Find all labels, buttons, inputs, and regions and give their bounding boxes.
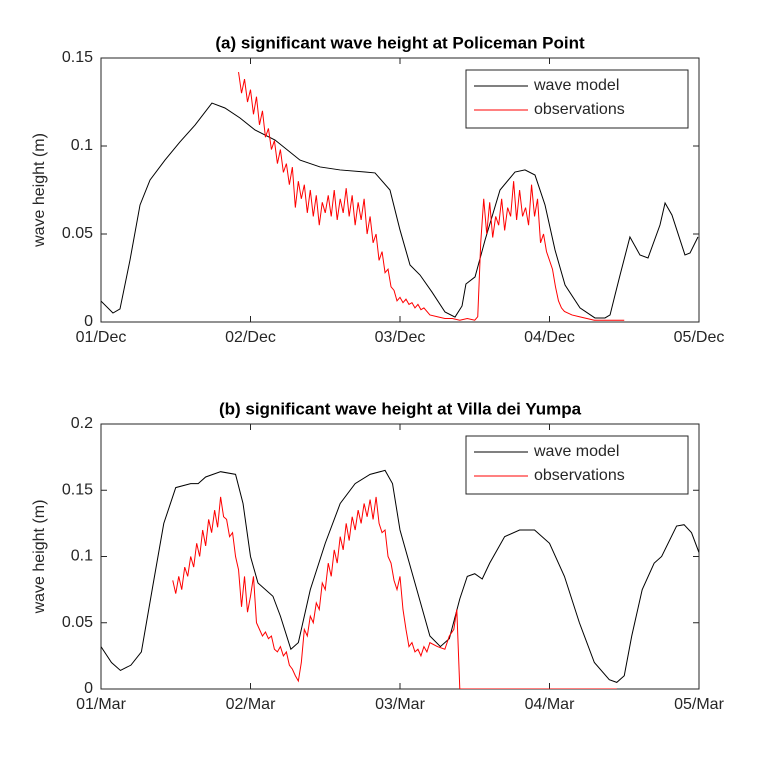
y-tick-label: 0.1 bbox=[71, 548, 93, 565]
x-tick-label: 03/Dec bbox=[375, 329, 426, 346]
x-tick-label: 05/Dec bbox=[674, 329, 725, 346]
chart-title: (a) significant wave height at Policeman… bbox=[215, 33, 585, 52]
y-tick-label: 0.15 bbox=[62, 481, 93, 498]
y-axis-label: wave height (m) bbox=[31, 500, 48, 615]
axes: 0 0.05 0.1 0.15 01/Dec 02/Dec 03/Dec 04/Dec 05/D… bbox=[31, 33, 724, 346]
legend: wave model observations bbox=[465, 69, 689, 129]
y-tick-label: 0.05 bbox=[62, 225, 93, 242]
legend-label: wave model bbox=[533, 443, 619, 460]
data-line bbox=[238, 72, 625, 321]
y-tick-label: 0 bbox=[84, 680, 93, 697]
x-tick-label: 05/Mar bbox=[674, 696, 724, 713]
y-tick-label: 0.05 bbox=[62, 614, 93, 631]
legend: wave model observations bbox=[465, 435, 689, 495]
x-tick-label: 04/Dec bbox=[524, 329, 575, 346]
x-tick-label: 01/Mar bbox=[76, 696, 126, 713]
y-tick-label: 0.1 bbox=[71, 137, 93, 154]
legend-box bbox=[465, 69, 689, 129]
legend-box bbox=[465, 435, 689, 495]
x-tick-label: 01/Dec bbox=[76, 329, 127, 346]
axes: 0 0.05 0.1 0.15 0.2 01/Mar 02/Mar 03/Mar 04/Mar 0… bbox=[31, 399, 724, 713]
legend-label: observations bbox=[534, 467, 625, 484]
x-tick-label: 02/Mar bbox=[226, 696, 276, 713]
x-tick-label: 04/Mar bbox=[525, 696, 575, 713]
legend-label: wave model bbox=[533, 77, 619, 94]
legend-label: observations bbox=[534, 101, 625, 118]
y-tick-label: 0 bbox=[84, 313, 93, 330]
data-line bbox=[101, 469, 699, 683]
y-axis-label: wave height (m) bbox=[31, 133, 48, 248]
data-line bbox=[101, 102, 699, 319]
data-line bbox=[172, 496, 617, 689]
y-tick-label: 0.2 bbox=[71, 415, 93, 432]
y-tick-label: 0.15 bbox=[62, 49, 93, 66]
x-tick-label: 02/Dec bbox=[225, 329, 276, 346]
chart-title: (b) significant wave height at Villa dei… bbox=[219, 399, 582, 418]
x-tick-label: 03/Mar bbox=[375, 696, 425, 713]
